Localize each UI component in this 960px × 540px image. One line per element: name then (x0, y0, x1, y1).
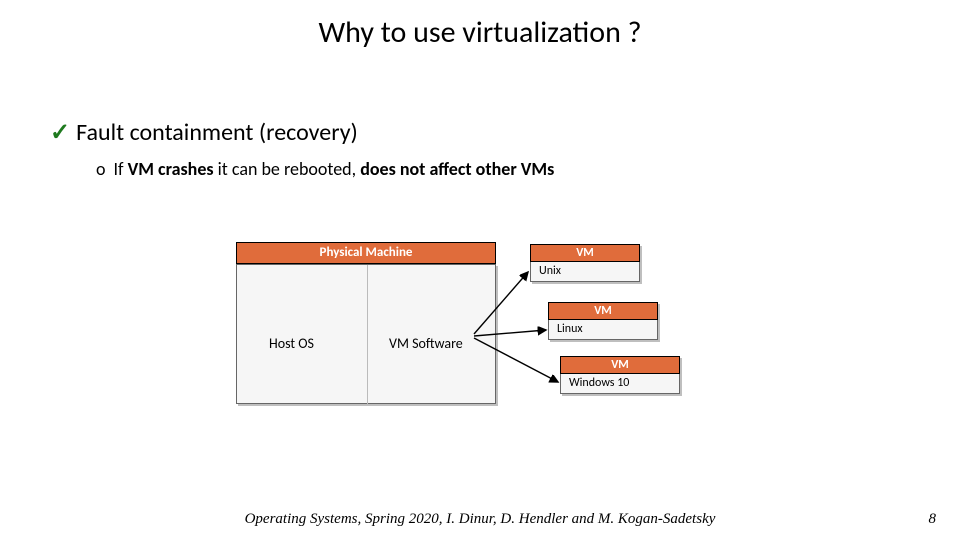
slide: Why to use virtualization ? ✓Fault conta… (0, 0, 960, 540)
b2-mid: it can be rebooted, (214, 158, 361, 180)
b2-prefix: If (114, 158, 128, 180)
b2-bold1: VM crashes (128, 158, 214, 180)
vm-diagram: Physical Machine Host OS VM Software VM … (236, 242, 756, 432)
footer-text: Operating Systems, Spring 2020, I. Dinur… (0, 511, 960, 528)
b2-bold2: does not affect other VMs (360, 158, 554, 180)
bullet-fault-containment: ✓Fault containment (recovery) (50, 118, 358, 147)
bullet-text: Fault containment (recovery) (76, 118, 358, 147)
circle-bullet-icon: o (96, 158, 106, 180)
check-icon: ✓ (50, 118, 70, 147)
slide-title: Why to use virtualization ? (0, 14, 960, 51)
arrow-to-unix (236, 242, 756, 432)
page-number: 8 (929, 511, 937, 528)
bullet-vm-crashes: o If VM crashes it can be rebooted, does … (96, 158, 554, 180)
